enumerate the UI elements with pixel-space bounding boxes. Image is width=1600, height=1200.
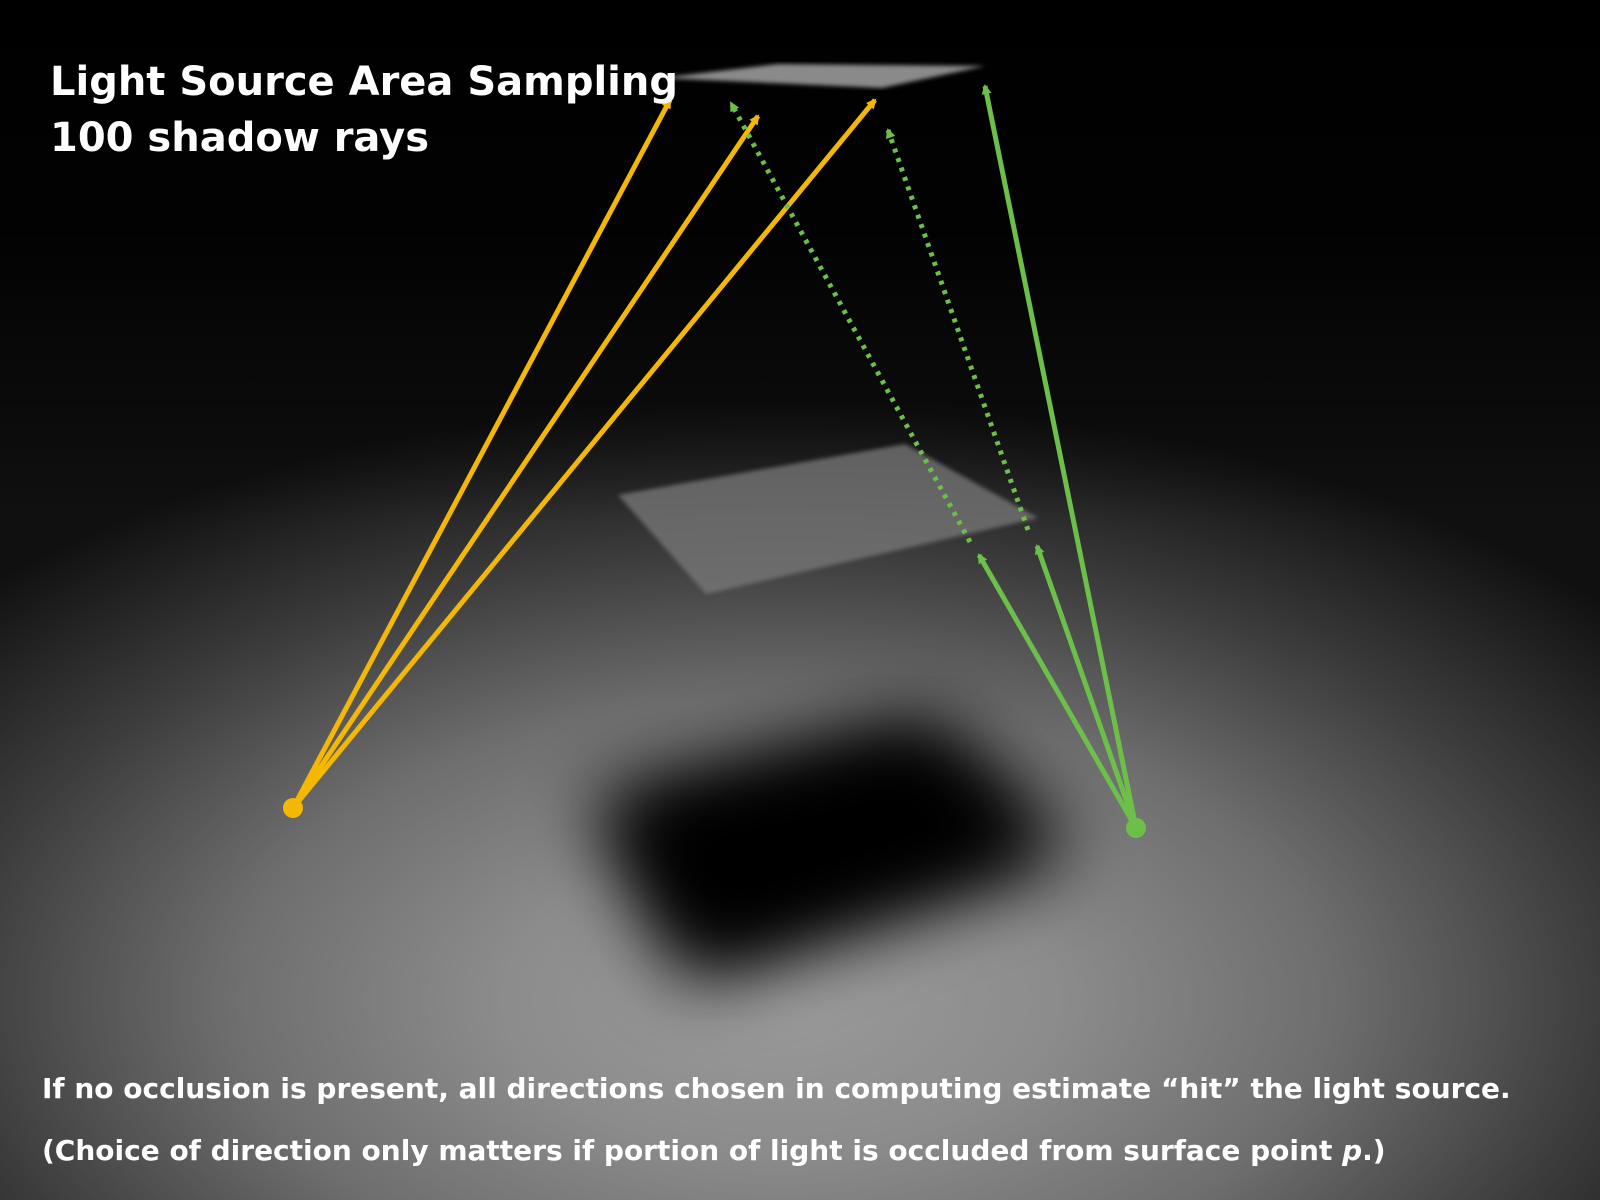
slide-title: Light Source Area Sampling bbox=[50, 59, 678, 105]
caption-line-2-prefix: (Choice of direction only matters if por… bbox=[42, 1134, 1343, 1167]
umbra bbox=[620, 740, 1040, 955]
yellow-rays bbox=[290, 98, 877, 810]
caption-line-2-suffix: .) bbox=[1362, 1134, 1386, 1167]
yellow-ray-3 bbox=[291, 98, 877, 810]
dotted-ray-2 bbox=[885, 128, 1031, 531]
green-rays bbox=[976, 84, 1139, 830]
slide-subtitle: 100 shadow rays bbox=[50, 115, 430, 161]
yellow-ray-1 bbox=[290, 98, 673, 810]
occluded-ray-continuations bbox=[728, 101, 1031, 544]
light-source-panel bbox=[660, 64, 985, 88]
caption-line-2: (Choice of direction only matters if por… bbox=[42, 1134, 1386, 1168]
surface-point-variable: p bbox=[1342, 1134, 1363, 1167]
yellow-surface-point bbox=[283, 798, 303, 818]
green-ray-blocked-2 bbox=[1034, 544, 1139, 829]
green-ray-blocked-1 bbox=[976, 553, 1139, 830]
yellow-ray-2 bbox=[290, 114, 761, 810]
occluder-panel bbox=[618, 444, 1038, 594]
green-surface-point bbox=[1126, 818, 1146, 838]
dotted-ray-1 bbox=[728, 101, 973, 544]
green-ray-to-light bbox=[981, 84, 1139, 829]
caption-line-1: If no occlusion is present, all directio… bbox=[42, 1072, 1511, 1105]
